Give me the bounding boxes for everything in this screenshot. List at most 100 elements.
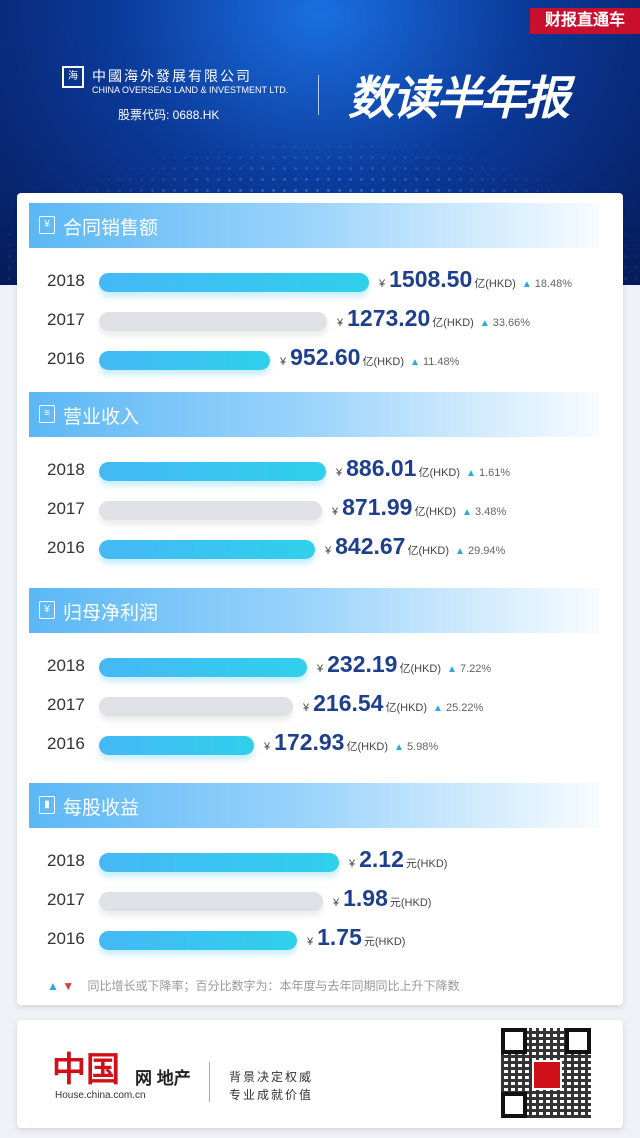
change-percent: 5.98% [406,741,439,753]
section-icon: ▮ [39,796,55,814]
unit-label: 亿(HKD) [414,506,457,518]
change-percent: 7.22% [459,663,492,675]
change-percent: 25.22% [445,702,484,714]
footer: 中国 网 地产 House.china.com.cn 背景决定权威 专业成就价值 [17,1020,623,1128]
year-label: 2018 [47,851,85,870]
chart-bar [99,736,254,755]
company-name-en: CHINA OVERSEAS LAND & INVESTMENT LTD. [92,85,289,95]
chart-bar [99,853,339,872]
chart-bar [99,931,297,950]
year-label: 2018 [47,460,85,479]
footer-divider [209,1062,210,1102]
chart-bar [99,462,326,481]
value-label: ¥232.19 亿(HKD) ▲ 7.22% [317,651,491,678]
up-triangle-icon: ▲ [433,703,443,714]
qr-logo-icon [532,1060,562,1090]
section-title: 营业收入 [63,407,140,428]
up-triangle-icon: ▲ [447,664,457,675]
house-channel-name: 网 地产 [135,1069,191,1088]
section-title: 每股收益 [63,798,140,819]
year-label: 2017 [47,499,85,518]
data-label: 1508.50 [389,266,473,292]
currency-symbol: ¥ [264,741,271,753]
unit-label: 元(HKD) [405,858,448,870]
year-label: 2016 [47,349,85,368]
data-label: 172.93 [274,729,345,755]
currency-symbol: ¥ [349,858,356,870]
section-icon: ≡ [39,405,55,423]
data-label: 232.19 [327,651,398,677]
data-label: 2.12 [359,846,404,872]
currency-symbol: ¥ [337,317,344,329]
stock-code: 股票代码: 0688.HK [118,108,220,122]
company-name-cn: 中國海外發展有限公司 [92,68,252,84]
china-net-logo[interactable]: 中国 [52,1050,120,1090]
footer-url[interactable]: House.china.com.cn [55,1090,146,1101]
unit-label: 亿(HKD) [432,317,474,329]
value-label: ¥2.12 元(HKD) [349,846,447,873]
data-label: 1.75 [317,924,362,950]
value-label: ¥1.98 元(HKD) [333,885,431,912]
metrics-card: ▲ ▼ 同比增长或下降率；百分比数字为：本年度与去年同期同比上升下降数 ¥ 合同销… [17,193,623,1005]
up-triangle-icon: ▲ [462,507,472,518]
chart-bar [99,658,307,677]
unit-label: 亿(HKD) [474,278,516,290]
change-percent: 3.48% [474,506,507,518]
value-label: ¥886.01 亿(HKD) ▲ 1.61% [336,455,510,482]
value-label: ¥1508.50 亿(HKD) ▲ 18.48% [379,266,572,293]
column-title: 数读半年报 [348,71,570,125]
currency-symbol: ¥ [325,545,332,557]
unit-label: 亿(HKD) [418,467,461,479]
year-label: 2018 [47,656,85,675]
year-label: 2016 [47,929,85,948]
currency-symbol: ¥ [333,897,340,909]
currency-symbol: ¥ [379,278,386,290]
change-percent: 1.61% [478,467,511,479]
value-label: ¥1273.20 亿(HKD) ▲ 33.66% [337,305,530,332]
up-triangle-icon: ▲ [410,357,420,368]
value-label: ¥216.54 亿(HKD) ▲ 25.22% [303,690,483,717]
section-header: ¥ 合同销售额 [29,203,599,248]
down-triangle-icon: ▼ [62,979,75,993]
section-title: 归母净利润 [63,603,159,624]
chart-bar [99,697,293,716]
value-label: ¥952.60 亿(HKD) ▲ 11.48% [280,344,459,371]
up-triangle-icon: ▲ [394,742,404,753]
data-label: 1273.20 [347,305,431,331]
year-label: 2016 [47,734,85,753]
currency-symbol: ¥ [336,467,343,479]
up-triangle-icon: ▲ [455,546,465,557]
section-tag[interactable]: 财报直通车 [530,8,640,34]
chart-bar [99,312,327,331]
value-label: ¥1.75 元(HKD) [307,924,405,951]
section-title: 合同销售额 [63,218,159,239]
unit-label: 亿(HKD) [362,356,405,368]
up-triangle-icon: ▲ [521,279,532,290]
value-label: ¥842.67 亿(HKD) ▲ 29.94% [325,533,505,560]
unit-label: 亿(HKD) [399,663,442,675]
currency-symbol: ¥ [303,702,310,714]
data-label: 842.67 [335,533,406,559]
currency-symbol: ¥ [332,506,339,518]
slogan-line-1: 背景决定权威 [229,1070,314,1084]
unit-label: 亿(HKD) [346,741,389,753]
currency-symbol: ¥ [307,936,314,948]
section-icon: ¥ [39,216,55,234]
year-label: 2016 [47,538,85,557]
qr-corner-icon [501,1092,527,1118]
section-header: ≡ 营业收入 [29,392,599,437]
year-label: 2017 [47,695,85,714]
chart-bar [99,501,322,520]
year-label: 2017 [47,310,85,329]
data-label: 871.99 [342,494,413,520]
change-percent: 29.94% [467,545,506,557]
change-percent: 11.48% [422,356,460,368]
currency-symbol: ¥ [317,663,324,675]
year-label: 2018 [47,271,85,290]
change-percent: 33.66% [492,317,531,329]
data-label: 886.01 [346,455,417,481]
slogan-line-2: 专业成就价值 [229,1088,314,1102]
chart-bar [99,351,270,370]
year-label: 2017 [47,890,85,909]
currency-symbol: ¥ [280,356,287,368]
